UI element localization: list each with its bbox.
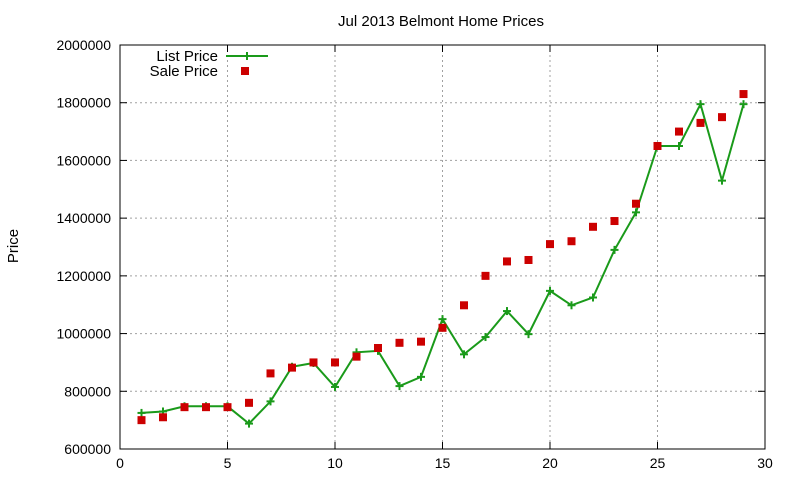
sale-price-point <box>524 255 533 264</box>
sale-price-point <box>159 413 167 422</box>
list-price-point <box>524 330 533 339</box>
sale-price-point <box>374 344 382 352</box>
y-tick-label: 2000000 <box>56 37 111 53</box>
list-price-point <box>417 372 425 381</box>
x-tick-label: 10 <box>327 455 343 471</box>
y-axis-label: Price <box>5 229 22 263</box>
sale-price-point <box>653 142 662 150</box>
sale-price-point <box>481 271 490 280</box>
sale-price-point <box>245 398 253 407</box>
legend-label-list-price: List Price <box>156 48 218 65</box>
list-price-point <box>632 208 640 217</box>
list-price-point <box>610 245 619 254</box>
list-price-point <box>460 350 468 359</box>
y-tick-label: 600000 <box>64 441 111 457</box>
chart-title: Jul 2013 Belmont Home Prices <box>338 13 544 30</box>
axis-ticks: 0 5 10 15 20 25 30 600000 800000 1000000 1200000 14… <box>56 37 773 471</box>
legend: List Price Sale Price <box>150 48 268 80</box>
sale-price-point <box>288 363 296 372</box>
grid <box>120 45 765 449</box>
list-price-point <box>438 315 447 324</box>
legend-marker-list-price <box>243 52 251 60</box>
list-price-point <box>739 100 748 109</box>
sale-price-point <box>460 301 468 310</box>
sale-price-point <box>546 240 554 249</box>
x-tick-label: 25 <box>650 455 666 471</box>
x-tick-label: 0 <box>116 455 124 471</box>
list-price-point <box>245 419 253 428</box>
sale-price-point <box>137 416 146 425</box>
sale-price-point <box>180 403 189 412</box>
list-price-point <box>696 100 705 109</box>
list-price-point <box>589 293 597 302</box>
sale-price-point <box>610 217 619 226</box>
legend-label-sale-price: Sale Price <box>150 63 218 80</box>
list-price-point <box>137 408 146 417</box>
y-tick-label: 1000000 <box>56 326 111 342</box>
sale-price-point <box>589 222 597 231</box>
sale-price-point <box>696 118 705 127</box>
sale-price-point <box>739 90 748 99</box>
sale-price-point <box>417 337 425 346</box>
sale-price-point <box>395 338 404 347</box>
sale-price-point <box>503 257 511 266</box>
sale-price-point <box>438 323 447 332</box>
sale-price-point <box>567 237 576 246</box>
sale-price-point <box>675 127 683 136</box>
sale-price-point <box>352 352 361 361</box>
y-tick-label: 1400000 <box>56 210 111 226</box>
plot-series <box>137 90 748 428</box>
list-price-point <box>718 176 726 185</box>
sale-price-point <box>202 403 210 412</box>
x-tick-label: 5 <box>224 455 232 471</box>
x-tick-label: 20 <box>542 455 558 471</box>
x-tick-label: 30 <box>757 455 773 471</box>
y-tick-label: 1600000 <box>56 152 111 168</box>
sale-price-point <box>309 358 318 367</box>
sale-price-point <box>718 113 726 122</box>
legend-marker-sale-price <box>241 67 249 75</box>
list-price-point <box>331 382 339 391</box>
list-price-point <box>546 286 554 295</box>
list-price-point <box>481 333 490 342</box>
y-tick-label: 1200000 <box>56 268 111 284</box>
list-price-point <box>675 142 683 150</box>
sale-price-point <box>331 358 339 367</box>
x-tick-label: 15 <box>435 455 451 471</box>
list-price-point <box>395 382 404 391</box>
sale-price-point <box>266 369 275 378</box>
y-tick-label: 800000 <box>64 383 111 399</box>
list-price-point <box>567 301 576 310</box>
list-price-point <box>503 307 511 316</box>
sale-price-point <box>632 199 640 208</box>
sale-price-point <box>223 403 232 412</box>
list-price-point <box>266 397 275 406</box>
y-tick-label: 1800000 <box>56 95 111 111</box>
